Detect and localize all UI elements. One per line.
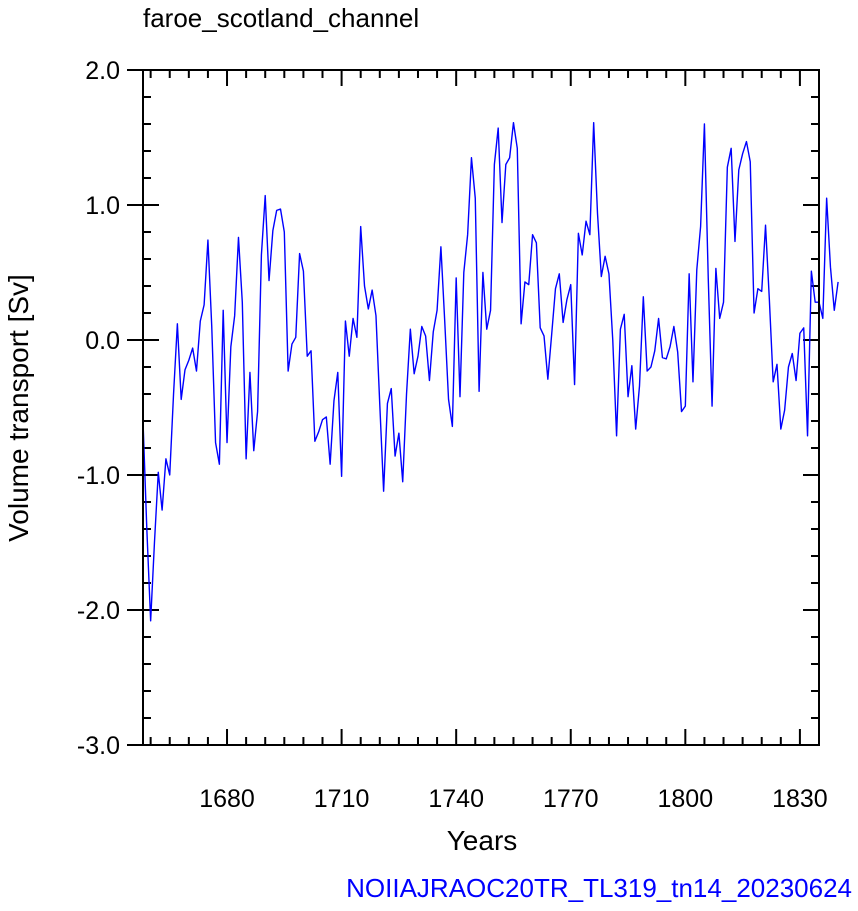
y-tick-label: 2.0	[85, 57, 120, 85]
x-tick-label: 1740	[428, 785, 484, 813]
y-tick-label: 0.0	[85, 327, 120, 355]
y-tick-label: -3.0	[77, 732, 120, 760]
plot-series	[142, 121, 839, 622]
y-tick-label: -1.0	[77, 462, 120, 490]
x-tick-label: 1770	[543, 785, 599, 813]
y-tick-label: 1.0	[85, 192, 120, 220]
x-tick-label: 1830	[772, 785, 828, 813]
y-tick-label: -2.0	[77, 597, 120, 625]
x-axis-label: Years	[447, 825, 518, 856]
x-tick-label: 1710	[314, 785, 370, 813]
source-label: NOIIAJRAOC20TR_TL319_tn14_20230624	[346, 873, 852, 903]
x-tick-label: 1680	[199, 785, 255, 813]
chart-title: faroe_scotland_channel	[143, 3, 419, 33]
y-axis-label: Volume transport [Sv]	[3, 274, 34, 542]
x-tick-label: 1800	[658, 785, 714, 813]
tick-labels: 1680 1710 1740 1770 1800 1830 2.0 1.0 0.0 -1.0 -2.…	[77, 57, 828, 813]
plot-frame	[142, 69, 820, 746]
series-line	[142, 121, 839, 622]
